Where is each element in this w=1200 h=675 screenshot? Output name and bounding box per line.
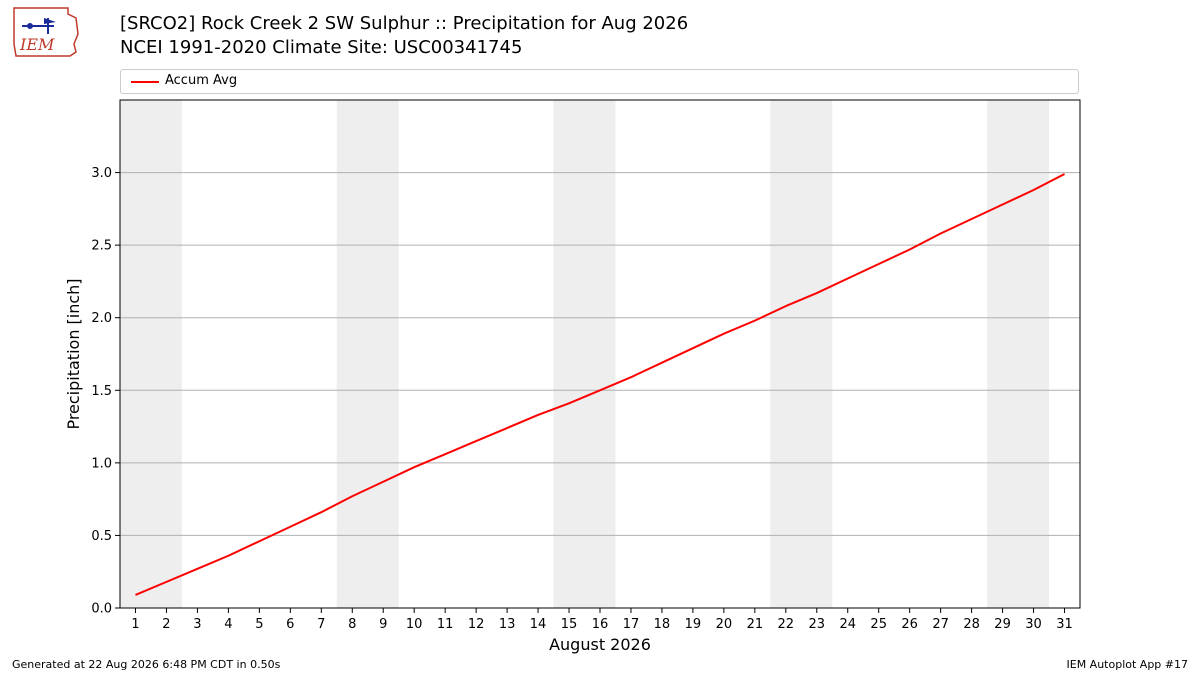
x-tick-label: 2 <box>162 617 170 632</box>
y-tick-label: 0.0 <box>91 602 112 617</box>
legend-label: Accum Avg <box>165 73 238 88</box>
weekend-band <box>553 100 616 608</box>
weekend-band <box>770 100 833 608</box>
chart-title: [SRCO2] Rock Creek 2 SW Sulphur :: Preci… <box>120 13 689 34</box>
x-tick-label: 17 <box>623 617 640 632</box>
series-line-accum-avg <box>135 173 1065 596</box>
x-tick-label: 8 <box>348 617 356 632</box>
y-tick-label: 1.5 <box>91 384 112 399</box>
iem-logo: IEM <box>13 7 79 57</box>
legend-swatch <box>131 81 159 83</box>
x-tick-label: 13 <box>499 617 516 632</box>
x-tick-label: 14 <box>530 617 547 632</box>
x-tick-label: 5 <box>255 617 263 632</box>
x-axis-label: August 2026 <box>549 635 651 654</box>
weekend-band <box>120 100 182 608</box>
x-tick-label: 25 <box>870 617 887 632</box>
x-tick-label: 26 <box>901 617 918 632</box>
x-tick-label: 28 <box>963 617 980 632</box>
x-tick-label: 29 <box>994 617 1011 632</box>
x-tick-label: 1 <box>131 617 139 632</box>
x-tick-label: 6 <box>286 617 294 632</box>
y-tick-label: 3.0 <box>91 166 112 181</box>
weekend-band <box>336 100 399 608</box>
x-tick-label: 30 <box>1025 617 1042 632</box>
plot-frame <box>119 99 1081 609</box>
chart-subtitle: NCEI 1991-2020 Climate Site: USC00341745 <box>120 37 523 58</box>
x-tick-label: 11 <box>437 617 454 632</box>
x-tick-label: 22 <box>778 617 795 632</box>
x-tick-label: 20 <box>716 617 733 632</box>
iem-logo-text: IEM <box>19 35 55 54</box>
x-tick-label: 21 <box>747 617 764 632</box>
x-tick-label: 27 <box>932 617 949 632</box>
x-tick-label: 18 <box>654 617 671 632</box>
x-tick-label: 24 <box>839 617 856 632</box>
x-tick-label: 10 <box>406 617 423 632</box>
x-tick-label: 19 <box>685 617 702 632</box>
footer-app-label: IEM Autoplot App #17 <box>1066 658 1189 671</box>
x-tick-label: 31 <box>1056 617 1073 632</box>
x-tick-label: 15 <box>561 617 578 632</box>
y-axis-label: Precipitation [inch] <box>64 278 83 429</box>
legend: Accum Avg <box>120 69 1079 94</box>
y-tick-label: 2.0 <box>91 311 112 326</box>
footer-generated-text: Generated at 22 Aug 2026 6:48 PM CDT in … <box>12 658 281 671</box>
x-tick-label: 16 <box>592 617 609 632</box>
y-tick-label: 0.5 <box>91 529 112 544</box>
x-tick-label: 3 <box>193 617 201 632</box>
y-tick-label: 1.0 <box>91 456 112 471</box>
x-tick-label: 7 <box>317 617 325 632</box>
x-tick-label: 23 <box>809 617 826 632</box>
weekend-band <box>987 100 1050 608</box>
x-tick-label: 4 <box>224 617 232 632</box>
x-tick-label: 12 <box>468 617 485 632</box>
x-tick-label: 9 <box>379 617 387 632</box>
y-tick-label: 2.5 <box>91 239 112 254</box>
